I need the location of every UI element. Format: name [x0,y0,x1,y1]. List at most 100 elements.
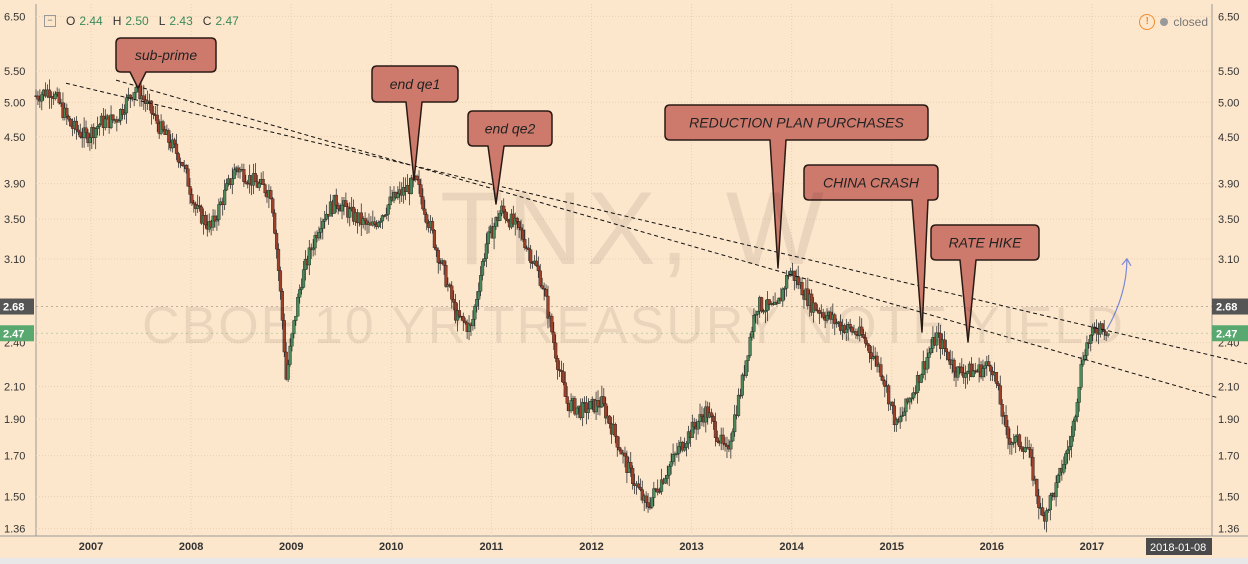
candle-body [887,385,891,405]
candle-body [748,336,752,356]
candle-body [1071,420,1076,437]
candle-body [677,446,681,454]
annotation-callout [664,104,929,269]
candle-body [604,403,608,419]
y-tick-label-right: 3.90 [1218,179,1239,191]
ohlc-close-key: C [202,14,212,28]
price-label: 2.68 [1216,302,1237,314]
candle-body [242,169,246,182]
candle-body [450,285,454,300]
candle-body [519,227,523,231]
candle-body [134,87,138,93]
x-tick-label: 2011 [479,541,503,553]
candle-body [300,287,304,290]
candle-body [336,205,340,210]
candle-body [706,406,710,418]
candle-body [517,221,521,229]
y-tick-label-right: 3.10 [1218,254,1239,266]
candle-body [902,411,906,416]
candle-body [192,202,196,205]
candle-body [892,405,897,426]
candle-body [40,94,44,102]
candle-body [1081,359,1085,365]
candle-body [311,247,315,251]
candle-body [109,114,113,128]
candle-body [711,416,716,422]
candle-body [97,124,102,127]
ohlc-close-value: 2.47 [215,14,239,28]
candle-body [76,129,80,133]
y-tick-label-left: 4.50 [4,132,25,144]
candle-body [913,392,918,394]
candle-body [253,173,258,183]
candle-body [1012,442,1016,444]
candle-body [457,310,462,317]
collapse-legend-icon[interactable]: − [44,15,56,27]
candle-body [715,437,719,442]
candle-body [36,95,40,100]
candle-body [334,194,338,206]
candle-body [615,436,619,448]
candle-body [850,327,854,333]
candle-body [286,364,290,380]
candle-body [269,190,273,199]
candle-body [1073,416,1077,422]
candle-body [498,213,502,221]
candle-body [430,221,435,231]
candle-body [527,247,531,250]
candle-body [313,235,317,249]
candle-body [781,288,785,302]
candle-body [1019,446,1024,450]
bottom-toolbar[interactable] [0,558,1248,564]
candle-body [912,392,916,399]
candle-body [448,284,452,287]
warning-icon[interactable]: ! [1139,14,1156,30]
candle-body [224,183,229,191]
candle-body [663,478,667,484]
candle-body [1077,386,1081,403]
candle-body [321,221,325,229]
candle-body [869,352,873,359]
candle-body [848,323,852,328]
candle-body [388,196,392,206]
candle-body [479,275,483,292]
candle-body [486,231,490,245]
y-tick-label-left: 5.50 [4,66,25,78]
candle-body [117,120,121,123]
candle-body [502,205,506,213]
x-tick-label: 2014 [779,541,804,553]
candle-body [261,179,265,185]
status-dot-icon [1160,18,1169,26]
ohlc-open-key: O [66,14,76,28]
candle-body [280,290,284,321]
candle-body [733,414,737,433]
candle-body [471,319,475,327]
candle-body [956,366,960,378]
candle-body [1085,342,1089,356]
candle-body [883,380,887,387]
candle-body [725,444,729,447]
candle-body [298,289,302,298]
candle-body [581,402,585,418]
candle-body [744,360,748,376]
candle-body [452,299,456,303]
candle-body [554,342,558,359]
candle-body [348,208,352,218]
candle-body [821,312,825,318]
candle-body [461,316,465,322]
x-tick-label: 2017 [1080,541,1104,553]
candle-body [767,299,771,305]
candle-body [1089,334,1093,344]
annotation-callout [371,65,459,181]
candle-body [908,398,912,403]
candle-body [442,260,446,266]
candle-body [752,314,756,332]
candle-body [731,431,735,442]
candle-body [675,453,679,455]
candle-body [246,183,250,185]
y-tick-label-right: 1.70 [1218,451,1239,463]
candle-body [996,383,1000,386]
